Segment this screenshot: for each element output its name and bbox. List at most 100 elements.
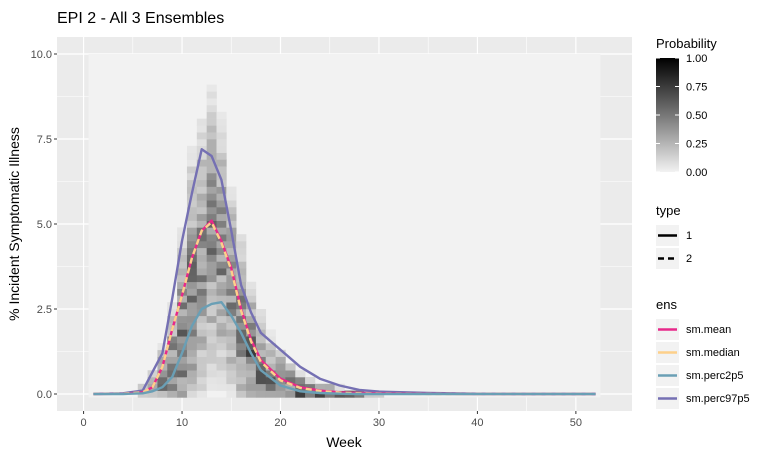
heatmap-cell (216, 349, 227, 357)
heatmap-cell (167, 356, 178, 364)
heatmap-cell (324, 383, 335, 391)
heatmap-cell (255, 322, 267, 330)
heatmap-cell (177, 370, 188, 378)
heatmap-cell (196, 315, 207, 323)
legend-ens-label: sm.mean (686, 324, 731, 336)
heatmap-cell (147, 390, 158, 398)
heatmap-cell (265, 356, 276, 364)
heatmap-cell (186, 220, 198, 228)
heatmap-cell (226, 322, 237, 330)
heatmap-cell (186, 200, 198, 208)
heatmap-cell (226, 377, 237, 385)
heatmap-cell (196, 125, 207, 133)
heatmap-cell (186, 261, 198, 269)
heatmap-cell (206, 98, 217, 106)
heatmap-cell (177, 227, 188, 235)
heatmap-cell (186, 363, 198, 371)
heatmap-cell (206, 166, 217, 174)
heatmap-cell (167, 349, 178, 357)
heatmap-cell (177, 247, 188, 255)
legend-type-key-2 (656, 248, 679, 269)
heatmap-cell (186, 295, 198, 303)
heatmap-cell (186, 268, 198, 276)
x-tick-label: 20 (274, 417, 286, 429)
heatmap-cell (246, 377, 257, 385)
heatmap-cell (216, 173, 227, 181)
heatmap-cell (216, 159, 227, 167)
heatmap-cell (246, 322, 257, 330)
heatmap-cell (255, 370, 267, 378)
heatmap-cell (236, 356, 247, 364)
heatmap-cell (186, 309, 198, 317)
heatmap-cell (246, 281, 257, 289)
y-axis: 0.0 2.5 5.0 7.5 10.0 (31, 49, 57, 401)
heatmap-cell (206, 220, 217, 228)
heatmap-cell (186, 159, 198, 167)
heatmap-cell (147, 377, 158, 385)
heatmap-cell (177, 261, 188, 269)
heatmap-cell (206, 207, 217, 215)
heatmap-cell (216, 220, 227, 228)
heatmap-cell (177, 363, 188, 371)
heatmap-cell (196, 220, 207, 228)
heatmap-cell (196, 275, 207, 283)
heatmap-cell (196, 268, 207, 276)
heatmap-cell (177, 336, 188, 344)
heatmap-cell (196, 377, 207, 385)
y-tick-label: 0.0 (37, 389, 52, 401)
heatmap-cell (226, 213, 237, 221)
heatmap-cell (226, 288, 237, 296)
heatmap-cell (216, 254, 227, 262)
heatmap-cell (177, 329, 188, 337)
heatmap-cell (196, 329, 207, 337)
heatmap-cell (236, 315, 247, 323)
heatmap-cell (246, 390, 257, 398)
heatmap-cell (216, 118, 227, 126)
heatmap-cell (157, 377, 168, 385)
heatmap-cell (216, 322, 227, 330)
heatmap-cell (157, 390, 168, 398)
legend-ens-label: sm.median (686, 347, 740, 359)
heatmap-cell (177, 356, 188, 364)
heatmap-cell (216, 193, 227, 201)
heatmap-cell (226, 186, 237, 194)
heatmap-cell (226, 295, 237, 303)
heatmap-cell (236, 349, 247, 357)
heatmap-cell (216, 281, 227, 289)
heatmap-cell (226, 343, 237, 351)
series-line-sm-perc97p5 (93, 147, 596, 396)
heatmap-cell (206, 302, 217, 310)
heatmap-cell (265, 370, 276, 378)
heatmap-cell (196, 234, 207, 242)
heatmap-cell (216, 275, 227, 283)
heatmap-cell (206, 329, 217, 337)
heatmap-cell (206, 377, 217, 385)
heatmap-cell (246, 315, 257, 323)
heatmap-cell (186, 281, 198, 289)
heatmap-cell (206, 234, 217, 242)
heatmap-cell (196, 295, 207, 303)
heatmap-cell (265, 343, 276, 351)
heatmap-cell (236, 254, 247, 262)
heatmap-cell (275, 390, 286, 398)
colorbar-label: 0.75 (686, 82, 707, 94)
heatmap-cell (196, 166, 207, 174)
heatmap-cell (206, 200, 217, 208)
heatmap-cell (216, 370, 227, 378)
heatmap-cell (265, 377, 276, 385)
heatmap-cell (206, 241, 217, 249)
legend-ens: ens sm.mean sm.median sm.perc2p5 sm.perc97p… (656, 297, 750, 409)
heatmap-cell (226, 275, 237, 283)
heatmap-cell (206, 186, 217, 194)
heatmap-cell (177, 281, 188, 289)
heatmap-cell (246, 343, 257, 351)
x-axis: 0 10 20 30 40 50 (81, 411, 582, 429)
heatmap-cell (275, 349, 286, 357)
heatmap-cell (246, 288, 257, 296)
heatmap-cell (167, 363, 178, 371)
heatmap-cell (216, 302, 227, 310)
heatmap-cell (167, 309, 178, 317)
heatmap-cell (236, 336, 247, 344)
heatmap-cell (206, 268, 217, 276)
heatmap-cell (196, 213, 207, 221)
